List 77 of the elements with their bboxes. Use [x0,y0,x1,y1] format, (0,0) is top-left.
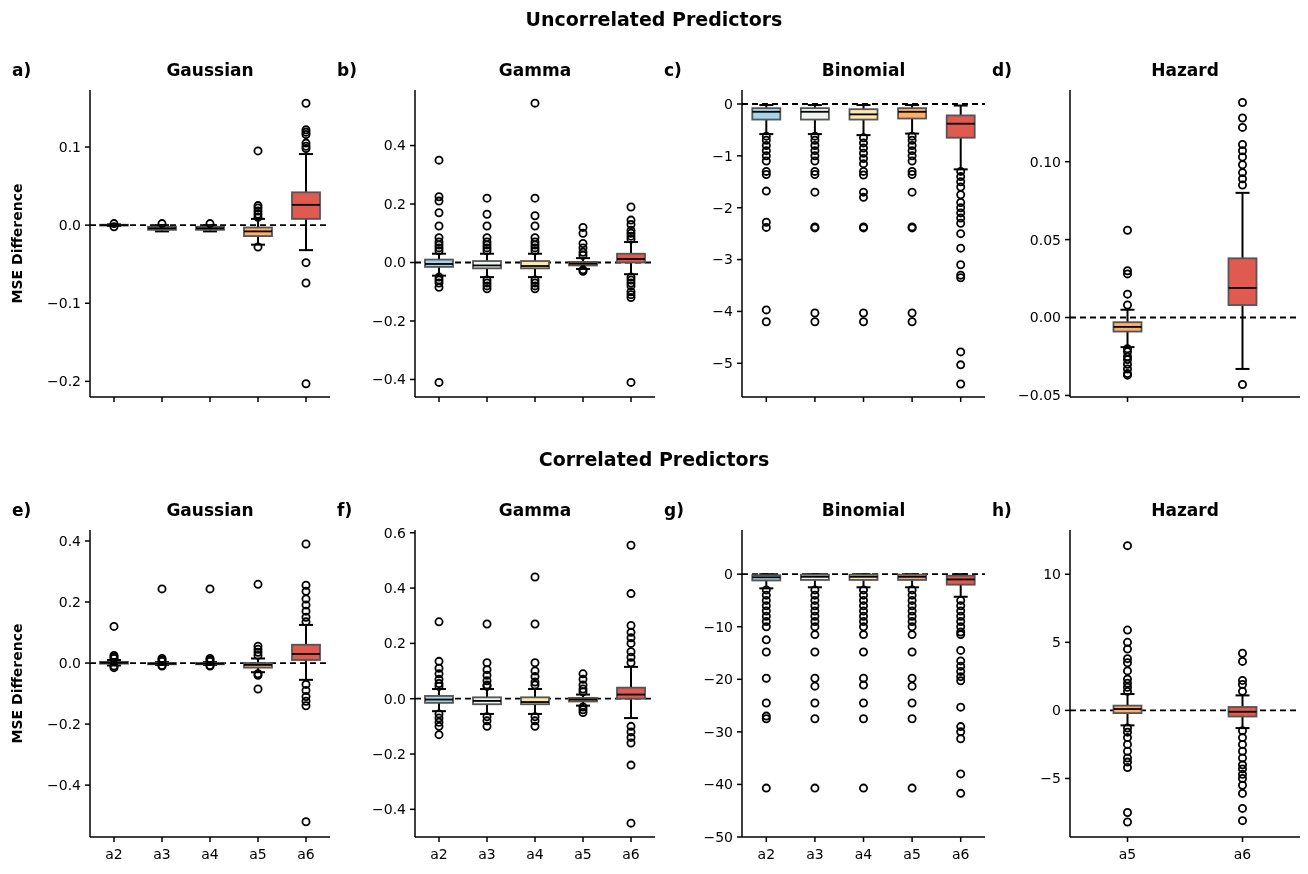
y-tick-label: 0.05 [1029,231,1061,248]
y-axis-title: MSE Difference [9,623,25,744]
y-tick-label: −10 [703,618,733,635]
x-tick-label: a4 [526,846,544,862]
x-tick-label: a5 [903,846,921,862]
y-tick-label: 0.2 [58,593,81,610]
y-tick-label: 0.0 [383,254,406,271]
chart-title: Gaussian [166,500,254,520]
y-tick-label: 0.00 [1029,309,1061,326]
x-tick-label: a3 [806,846,824,862]
y-tick-label: 0 [724,566,733,583]
y-tick-label: −30 [703,723,733,740]
text: h) [992,500,1012,520]
y-tick-label: 0.0 [383,690,406,707]
x-tick-label: a6 [622,846,640,862]
text: e) [12,500,32,520]
text: f) [337,500,353,520]
y-tick-label: −1 [712,147,733,164]
x-tick-label: a3 [153,846,171,862]
y-tick-label: 0.0 [58,217,81,234]
chart-title: Binomial [821,60,906,80]
y-tick-label: −0.4 [47,777,82,794]
y-tick-label: −0.2 [47,715,81,732]
y-tick-label: −3 [712,251,733,268]
y-tick-label: 0.2 [383,195,406,212]
y-tick-label: 0.4 [58,532,82,549]
y-tick-label: 0.4 [383,137,407,154]
y-tick-label: −0.4 [372,371,407,388]
x-tick-label: a5 [1118,846,1137,862]
x-tick-label: a5 [249,846,267,862]
chart-title: Hazard [1151,500,1219,520]
x-tick-label: a2 [430,846,448,862]
y-tick-label: −40 [703,776,733,793]
y-tick-label: −20 [703,671,733,688]
y-tick-label: −0.4 [372,801,407,818]
y-tick-label: 10 [1043,566,1061,583]
text: b) [337,60,357,80]
y-tick-label: −2 [712,199,733,216]
chart-title: Hazard [1151,60,1219,80]
y-tick-label: 0.0 [58,654,81,671]
y-tick-label: −0.2 [372,745,406,762]
text: Correlated Predictors [538,448,770,470]
chart-title: Gamma [498,500,572,520]
x-tick-label: a4 [854,846,873,862]
y-tick-label: −0.05 [1018,387,1061,404]
x-tick-label: a5 [574,846,592,862]
y-tick-label: −5 [712,355,733,372]
y-tick-label: −50 [703,828,733,845]
x-tick-label: a6 [951,846,970,862]
chart-title: Gamma [498,60,572,80]
y-tick-label: 5 [1052,634,1061,651]
x-tick-label: a6 [297,846,315,862]
y-tick-label: −0.1 [47,295,81,312]
y-tick-label: 0.10 [1029,153,1061,170]
chart-title: Binomial [821,500,906,520]
x-tick-label: a2 [757,846,776,862]
y-tick-label: −0.2 [47,373,81,390]
x-tick-label: a4 [201,846,219,862]
y-tick-label: −0.2 [372,312,406,329]
y-tick-label: 0 [724,95,733,112]
y-tick-label: 0.1 [58,138,81,155]
y-tick-label: 0 [1052,702,1061,719]
text: d) [992,60,1012,80]
y-tick-label: 0.4 [383,579,407,596]
x-tick-label: a6 [1233,846,1252,862]
y-tick-label: −5 [1040,770,1061,787]
y-axis-title: MSE Difference [9,183,25,304]
y-tick-label: −4 [712,303,734,320]
chart-title: Gaussian [166,60,254,80]
x-tick-label: a3 [478,846,496,862]
text: a) [12,60,32,80]
text: c) [664,60,682,80]
text: g) [664,500,684,520]
y-tick-label: 0.2 [383,635,406,652]
text: Uncorrelated Predictors [525,8,783,30]
y-tick-label: 0.6 [383,524,407,541]
x-tick-label: a2 [105,846,123,862]
